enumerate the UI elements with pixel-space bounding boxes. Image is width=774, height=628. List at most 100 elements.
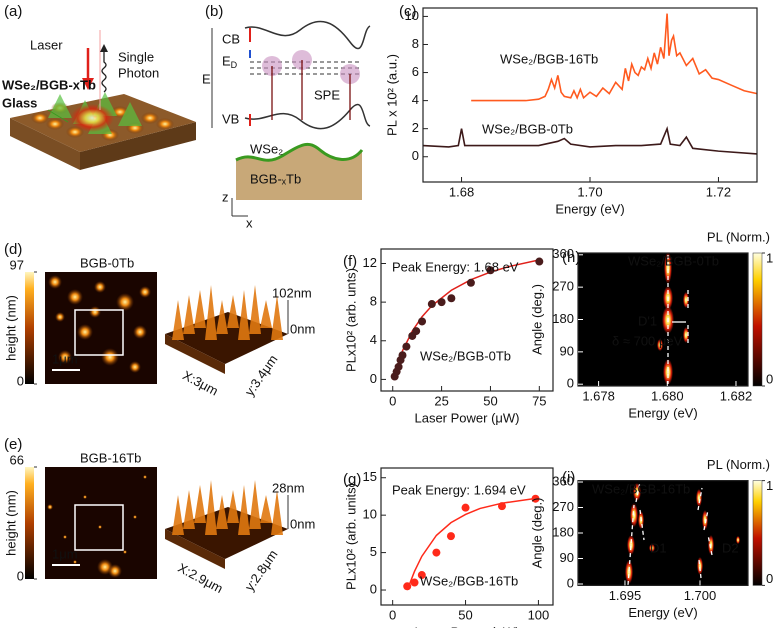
- data-point: [486, 266, 495, 275]
- annotation: WSe₂/BGB-16Tb: [420, 573, 518, 588]
- data-point: [403, 582, 412, 591]
- data-point: [417, 571, 426, 580]
- pl-spot: [630, 503, 638, 527]
- afm-grain: [55, 312, 65, 322]
- x-tick-label: 1.700: [684, 588, 717, 603]
- data-point: [446, 532, 455, 541]
- photon-arrowhead: [100, 44, 108, 52]
- surface-bump: [156, 118, 174, 130]
- vb-band: [244, 103, 371, 130]
- colorbar-tick-label: 0: [766, 571, 773, 586]
- afm-grain: [108, 564, 122, 578]
- afm-grain: [116, 293, 134, 311]
- afm-grain: [77, 324, 93, 340]
- afm-grain: [143, 475, 147, 479]
- y-tick-label: 0: [370, 371, 377, 386]
- data-point: [447, 294, 456, 303]
- colorbar-tick-label: 0: [17, 373, 24, 388]
- guide-line: [698, 559, 702, 579]
- colorbar-tick-label: 1: [766, 250, 773, 265]
- x-tick-label: 50: [483, 393, 497, 408]
- heatmap-background: [578, 480, 748, 586]
- y-axis-title: PLx10² (arb. units): [343, 483, 358, 590]
- wse2-layer: [235, 142, 364, 162]
- x-tick-label: 1.68: [449, 184, 474, 199]
- afm-3d-peak: [216, 300, 228, 334]
- pl-spot: [649, 544, 655, 552]
- sample-name: BGB-0Tb: [80, 255, 134, 270]
- z-bottom: 0nm: [290, 516, 315, 531]
- pl-spot: [663, 359, 673, 385]
- surface-bump: [141, 112, 159, 124]
- afm-grain: [83, 495, 87, 499]
- panel-label: (g): [343, 471, 361, 488]
- afm-3d-peak: [205, 285, 217, 340]
- afm-3d-peak: [227, 490, 239, 523]
- afm-3d-peak: [205, 480, 217, 535]
- laser-arrowhead: [82, 78, 94, 90]
- z-label: z: [222, 189, 229, 204]
- ed-subscript: D: [231, 60, 238, 70]
- annotation: WSe₂/BGB-0Tb: [628, 253, 719, 268]
- data-point: [427, 300, 436, 309]
- x-axis-title: Energy (eV): [555, 201, 624, 216]
- plot-frame: [380, 467, 554, 606]
- x-axis-title: Energy (eV): [628, 605, 697, 620]
- afm-3d-peak: [238, 485, 250, 535]
- plot-frame: [380, 248, 554, 392]
- afm-3d-peak: [216, 495, 228, 529]
- data-point: [418, 317, 427, 326]
- data-point: [535, 257, 544, 266]
- x-tick-label: 1.678: [582, 388, 615, 403]
- spectrum-line: [422, 125, 758, 155]
- afm-grain: [101, 348, 119, 366]
- annotation: D1: [650, 540, 667, 555]
- annotation: WSe₂/BGB-16Tb: [592, 481, 690, 496]
- z-bottom: 0nm: [290, 321, 315, 336]
- scale-label: 1μm: [52, 546, 78, 561]
- pointer: [47, 109, 69, 123]
- cb-label: CB: [222, 31, 240, 46]
- y-tick-label: 90: [560, 343, 574, 358]
- annotation: Peak Energy: 1.694 eV: [392, 482, 526, 497]
- afm-3d-peak: [249, 285, 261, 334]
- y-tick-label: 0: [412, 148, 419, 163]
- x-tick-label: 0: [389, 393, 396, 408]
- panel-label: (c): [399, 3, 417, 20]
- sample-label: Glass: [2, 95, 37, 110]
- sample-name: BGB-16Tb: [80, 450, 141, 465]
- x-size: X:3μm: [180, 368, 220, 399]
- y-tick-label: 10: [363, 507, 377, 522]
- afm-grain: [139, 286, 151, 298]
- colorbar-tick-label: 1: [766, 478, 773, 493]
- guide-line: [639, 509, 645, 541]
- y-tick-label: 10: [405, 8, 419, 23]
- y-tick-label: 270: [552, 279, 574, 294]
- y-tick-label: 180: [552, 524, 574, 539]
- y-tick-label: 15: [363, 469, 377, 484]
- x-tick-label: 1.70: [577, 184, 602, 199]
- panel-label: (d): [4, 241, 22, 258]
- annotation: D2: [722, 540, 739, 555]
- wse2-flake: [118, 102, 142, 126]
- afm-3d-side: [165, 334, 225, 374]
- afm-3d-side: [165, 529, 225, 569]
- y-axis-title: PLx10² (arb. unts): [343, 268, 358, 372]
- y-tick-label: 0: [370, 581, 377, 596]
- data-point: [466, 278, 475, 287]
- afm-3d-peak: [183, 295, 195, 334]
- wse2-label: WSe₂: [250, 141, 283, 156]
- afm-grain: [58, 350, 72, 364]
- panel-label: (e): [4, 436, 22, 453]
- zoom-box: [74, 504, 124, 551]
- colorbar-tick-label: 97: [10, 257, 24, 272]
- x-axis-title: Laser Power (μW): [414, 624, 519, 628]
- wse2-flake: [48, 94, 72, 118]
- vb-label: VB: [222, 111, 239, 126]
- afm-3d-peak: [260, 300, 272, 328]
- annotation: D'1: [638, 313, 657, 328]
- series-label: WSe₂/BGB-16Tb: [500, 51, 598, 66]
- panel-label: (i): [562, 469, 575, 486]
